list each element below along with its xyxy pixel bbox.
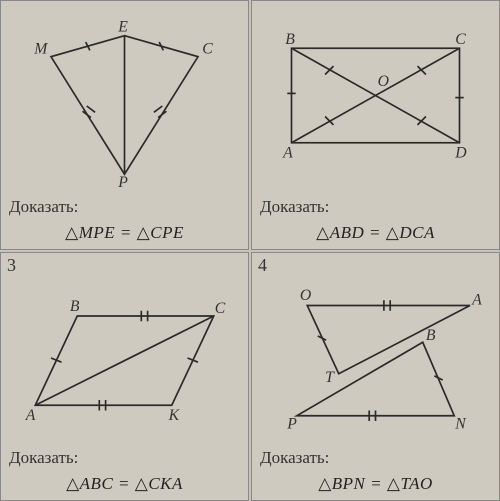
- label-B: B: [285, 31, 295, 48]
- prove-statement-4: △BPN = △TAO: [260, 474, 491, 494]
- problem-1: E M C P Доказать: △MPE = △CPE: [0, 0, 249, 250]
- prove-label-1: Доказать:: [9, 197, 240, 217]
- two-triangles-diagram: O A B T P N: [260, 259, 491, 447]
- prove-statement-1: △MPE = △CPE: [9, 223, 240, 243]
- prove-statement-2: △ABD = △DCA: [260, 223, 491, 243]
- problem-3: 3 B C A K Доказать: △ABC = △CKA: [0, 252, 249, 501]
- problem-4: 4 O A B T P N Доказать:: [251, 252, 500, 501]
- prove-statement-3: △ABC = △CKA: [9, 474, 240, 494]
- label-A: A: [282, 144, 293, 161]
- label-E: E: [117, 18, 128, 35]
- label-B: B: [70, 297, 80, 314]
- label-A: A: [25, 406, 36, 423]
- problem-2-diagram: B C A D O: [260, 7, 491, 195]
- label-M: M: [33, 41, 48, 58]
- problem-1-diagram: E M C P: [9, 7, 240, 195]
- prove-label-2: Доказать:: [260, 197, 491, 217]
- label-P: P: [117, 174, 128, 191]
- label-B: B: [426, 327, 436, 344]
- parallelogram-diagram: B C A K: [9, 259, 240, 447]
- problem-4-diagram: O A B T P N: [260, 259, 491, 447]
- prove-label-3: Доказать:: [9, 448, 240, 468]
- label-O: O: [300, 287, 311, 304]
- kite-diagram: E M C P: [9, 7, 240, 195]
- rectangle-diagonals-diagram: B C A D O: [260, 7, 491, 195]
- problem-3-diagram: B C A K: [9, 259, 240, 447]
- label-O: O: [378, 73, 389, 90]
- prove-label-4: Доказать:: [260, 448, 491, 468]
- label-T: T: [325, 369, 335, 386]
- label-C: C: [215, 299, 226, 316]
- label-P: P: [286, 415, 297, 432]
- label-C: C: [202, 41, 213, 58]
- label-A: A: [471, 291, 482, 308]
- label-C: C: [455, 31, 466, 48]
- problem-2: B C A D O Доказать: △ABD = △DCA: [251, 0, 500, 250]
- problem-number-4: 4: [258, 255, 267, 276]
- label-D: D: [454, 144, 467, 161]
- label-N: N: [454, 415, 467, 432]
- problem-number-3: 3: [7, 255, 16, 276]
- label-K: K: [168, 406, 181, 423]
